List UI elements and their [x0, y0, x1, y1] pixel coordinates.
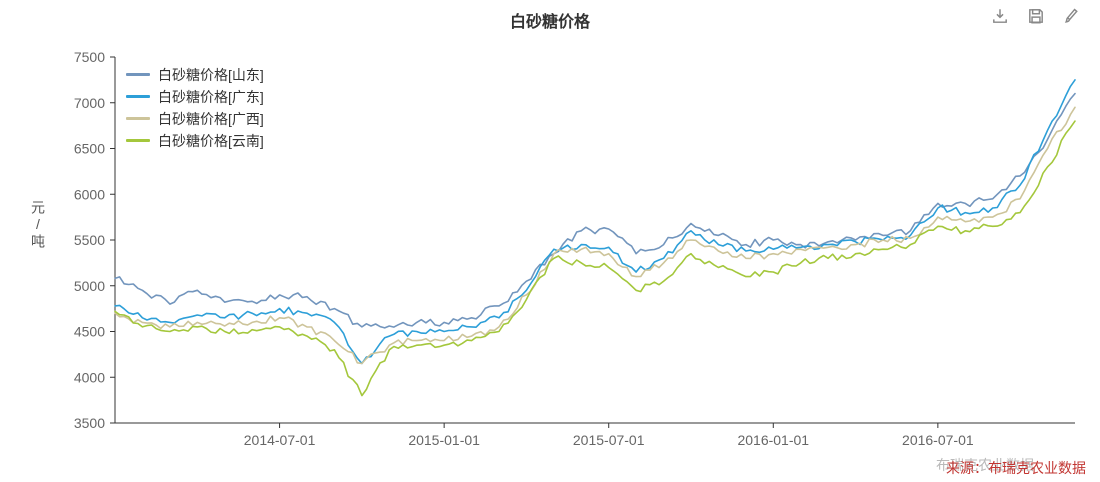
y-tick-label: 4500: [74, 324, 105, 340]
download-icon[interactable]: [990, 6, 1010, 26]
y-tick-label: 5500: [74, 232, 105, 248]
x-tick-label: 2015-07-01: [573, 432, 645, 448]
y-tick-label: 7500: [74, 49, 105, 65]
brush-icon[interactable]: [1062, 6, 1082, 26]
source-text: 来源：布瑞克农业数据: [946, 460, 1086, 476]
legend-item-label: 白砂糖价格[山东]: [158, 66, 264, 83]
y-tick-label: 3500: [74, 415, 105, 431]
x-tick-label: 2016-01-01: [737, 432, 809, 448]
series-line[interactable]: [114, 120, 1076, 397]
legend-item-label: 白砂糖价格[广西]: [158, 110, 264, 127]
legend-line-marker: [126, 73, 150, 76]
y-tick-label: 4000: [74, 369, 105, 385]
legend-line-marker: [126, 95, 150, 98]
save-icon[interactable]: [1026, 6, 1046, 26]
legend: 白砂糖价格[山东] 白砂糖价格[广东] 白砂糖价格[广西] 白砂糖价格[云南]: [126, 66, 264, 149]
series-line[interactable]: [114, 79, 1076, 365]
series-line[interactable]: [114, 92, 1076, 329]
toolbox: [990, 6, 1082, 26]
legend-item[interactable]: 白砂糖价格[广西]: [126, 110, 264, 127]
chart-title: 白砂糖价格: [509, 14, 590, 31]
legend-line-marker: [126, 139, 150, 142]
y-axis-name: 元/吨: [30, 200, 46, 250]
source-watermark: 布瑞克农业数据: [936, 457, 1034, 473]
legend-item-label: 白砂糖价格[广东]: [158, 88, 264, 105]
series-line[interactable]: [114, 106, 1076, 365]
legend-item[interactable]: 白砂糖价格[广东]: [126, 88, 264, 105]
y-tick-label: 5000: [74, 278, 105, 294]
legend-item[interactable]: 白砂糖价格[云南]: [126, 132, 264, 149]
legend-item[interactable]: 白砂糖价格[山东]: [126, 66, 264, 83]
y-tick-label: 6000: [74, 186, 105, 202]
y-tick-label: 7000: [74, 95, 105, 111]
source-note: 布瑞克农业数据 来源：布瑞克农业数据: [936, 457, 1086, 476]
x-tick-label: 2014-07-01: [244, 432, 316, 448]
legend-item-label: 白砂糖价格[云南]: [158, 132, 264, 149]
x-tick-label: 2015-01-01: [408, 432, 480, 448]
legend-line-marker: [126, 117, 150, 120]
x-tick-label: 2016-07-01: [902, 432, 974, 448]
y-tick-label: 6500: [74, 141, 105, 157]
